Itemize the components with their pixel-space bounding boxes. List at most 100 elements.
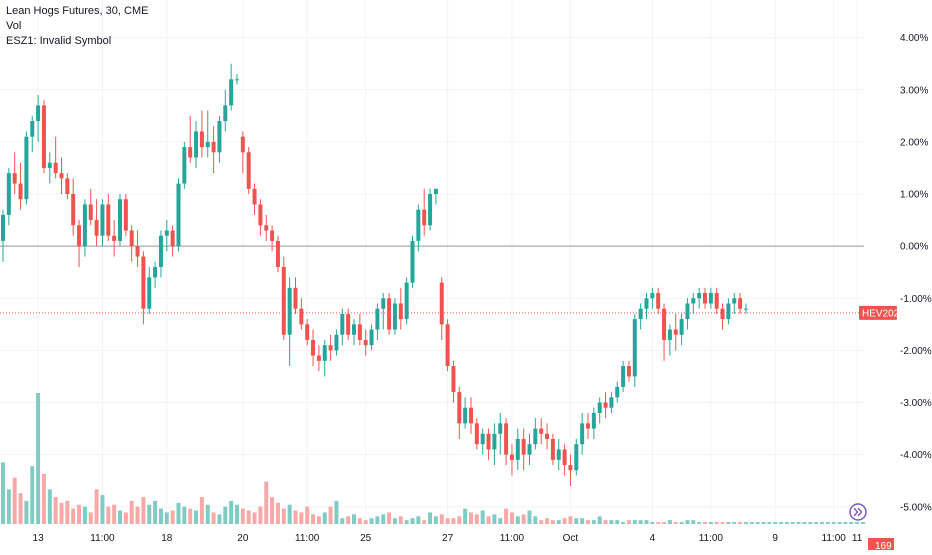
candle — [509, 444, 514, 476]
volume-bar — [509, 512, 514, 524]
volume-bar — [422, 520, 427, 524]
candle-body — [591, 412, 596, 429]
candle — [240, 131, 245, 174]
volume-bar — [820, 522, 824, 524]
compare-symbol-label[interactable]: ESZ1: Invalid Symbol — [6, 35, 112, 47]
volume-bar — [357, 518, 362, 524]
volume-bar — [825, 522, 830, 524]
symbol-title[interactable]: Lean Hogs Futures, 30, CME — [6, 5, 149, 17]
candle-body — [445, 324, 450, 367]
candle-body — [673, 329, 678, 335]
candle-body — [164, 230, 169, 236]
candle-body — [726, 303, 731, 320]
candle — [270, 225, 275, 252]
volume-indicator-label[interactable]: Vol — [6, 20, 22, 32]
volume-bar — [346, 516, 351, 524]
candle — [439, 277, 444, 340]
candle — [626, 360, 631, 382]
double-chevron-right-icon — [853, 507, 863, 517]
volume-bar — [831, 522, 836, 524]
candle — [381, 293, 386, 330]
x-tick-label: 11:00 — [699, 533, 724, 544]
volume-bar — [685, 520, 690, 524]
candle — [410, 235, 415, 288]
volume-bar — [480, 510, 485, 524]
volume-bar — [726, 522, 731, 524]
candle — [106, 194, 111, 241]
candle-body — [205, 141, 210, 148]
candle — [129, 225, 134, 262]
go-to-realtime-button[interactable] — [849, 503, 867, 521]
volume-bar — [24, 500, 29, 524]
x-tick-label: 9 — [772, 533, 778, 544]
candle — [82, 199, 87, 257]
candle — [59, 157, 64, 195]
volume-bar — [667, 520, 672, 524]
reference-lines — [0, 245, 864, 314]
price-axis[interactable]: 4.00% 3.00% 2.00% 1.00% 0.00% -1.00% -2.00% -3.… — [900, 33, 932, 513]
volume-bar — [176, 502, 181, 524]
candle — [451, 360, 456, 403]
candle — [135, 230, 140, 267]
candle — [498, 412, 503, 455]
volume-bar — [603, 520, 608, 524]
volume-bar — [264, 481, 269, 524]
volume-bar — [533, 516, 538, 524]
volume-bar — [837, 522, 842, 524]
volume-bar — [626, 520, 631, 524]
candle — [36, 94, 41, 142]
candle-body — [223, 105, 228, 122]
volume-bar — [65, 500, 70, 524]
candle-body — [428, 194, 433, 226]
volume-bar — [404, 520, 409, 524]
volume-bar — [749, 522, 754, 524]
candle-body — [685, 303, 690, 320]
volume-bar — [703, 522, 707, 524]
volume-bar — [381, 514, 386, 524]
y-tick-label: -5.00% — [900, 502, 932, 513]
candle-body — [545, 433, 550, 439]
candle — [153, 261, 158, 288]
volume-bar — [118, 510, 122, 524]
volume-bar — [773, 522, 778, 524]
volume-bar — [463, 508, 468, 524]
candle — [281, 256, 286, 340]
candle — [340, 308, 345, 346]
candle — [738, 293, 743, 314]
volume-bar — [30, 466, 35, 524]
volume-bar — [714, 522, 719, 524]
candle-body — [615, 386, 620, 398]
candle — [275, 235, 280, 273]
candle-body — [539, 428, 544, 434]
volume-value-badge: 169 — [868, 538, 894, 552]
candle-body — [170, 230, 175, 247]
y-tick-label: 2.00% — [900, 137, 928, 148]
volume-bar — [738, 522, 743, 524]
candle-body — [199, 131, 204, 148]
candle-body — [416, 209, 421, 241]
candle-body — [662, 308, 667, 340]
candle-body — [626, 366, 631, 377]
candle — [515, 428, 520, 471]
candle-body — [743, 308, 748, 310]
candle — [609, 392, 614, 413]
volume-bar — [328, 506, 333, 524]
volume-bar — [556, 520, 561, 524]
volume-bar — [88, 512, 93, 524]
candle — [316, 345, 321, 372]
candle — [65, 173, 70, 200]
candle-body — [422, 209, 427, 226]
candle-body — [509, 454, 514, 460]
candle-body — [562, 449, 567, 466]
time-axis[interactable]: 13 11:00 18 20 11:00 25 27 11:00 Oct 4 11:00 9 11:00… — [33, 533, 863, 544]
candle — [416, 204, 421, 252]
candle — [223, 89, 228, 132]
candle-body — [474, 423, 479, 445]
candle-body — [118, 199, 122, 241]
candle — [369, 324, 374, 351]
x-tick-label: 11:00 — [500, 533, 525, 544]
candle — [703, 287, 707, 309]
candle — [94, 199, 99, 247]
